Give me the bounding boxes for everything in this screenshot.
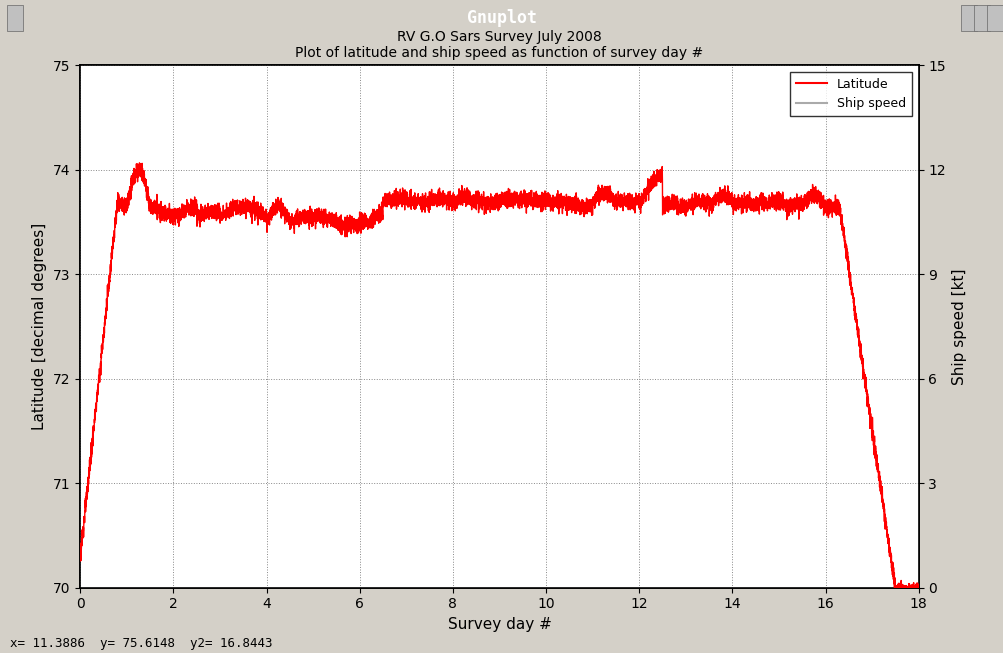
Y-axis label: Ship speed [kt]: Ship speed [kt] — [951, 268, 966, 385]
Bar — [986, 5, 1002, 31]
Text: Gnuplot: Gnuplot — [466, 9, 537, 27]
Bar — [973, 5, 989, 31]
Text: x= 11.3886  y= 75.6148  y2= 16.8443: x= 11.3886 y= 75.6148 y2= 16.8443 — [10, 637, 272, 650]
X-axis label: Survey day #: Survey day # — [447, 617, 551, 632]
Legend: Latitude, Ship speed: Latitude, Ship speed — [788, 72, 912, 116]
Title: RV G.O Sars Survey July 2008
Plot of latitude and ship speed as function of surv: RV G.O Sars Survey July 2008 Plot of lat… — [295, 30, 703, 60]
Bar — [7, 5, 23, 31]
Bar — [960, 5, 976, 31]
Y-axis label: Latitude [decimal degrees]: Latitude [decimal degrees] — [32, 223, 47, 430]
